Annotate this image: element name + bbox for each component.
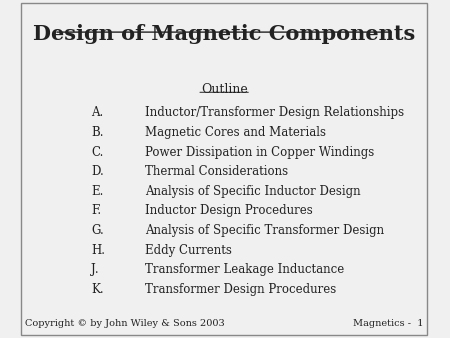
Text: Thermal Considerations: Thermal Considerations [145, 165, 288, 178]
Text: K.: K. [91, 283, 104, 296]
Text: G.: G. [91, 224, 104, 237]
Text: Power Dissipation in Copper Windings: Power Dissipation in Copper Windings [145, 146, 374, 159]
Text: F.: F. [91, 204, 102, 217]
Text: Inductor Design Procedures: Inductor Design Procedures [145, 204, 313, 217]
Text: Analysis of Specific Transformer Design: Analysis of Specific Transformer Design [145, 224, 384, 237]
Text: D.: D. [91, 165, 104, 178]
Text: J.: J. [91, 263, 99, 276]
Text: B.: B. [91, 126, 104, 139]
Text: A.: A. [91, 106, 104, 119]
Text: C.: C. [91, 146, 104, 159]
Text: Inductor/Transformer Design Relationships: Inductor/Transformer Design Relationship… [145, 106, 405, 119]
Text: Copyright © by John Wiley & Sons 2003: Copyright © by John Wiley & Sons 2003 [25, 319, 225, 328]
Text: Eddy Currents: Eddy Currents [145, 244, 232, 257]
Text: Magnetic Cores and Materials: Magnetic Cores and Materials [145, 126, 326, 139]
Text: Magnetics -  1: Magnetics - 1 [353, 319, 423, 328]
Text: Design of Magnetic Components: Design of Magnetic Components [33, 24, 415, 44]
Text: Transformer Leakage Inductance: Transformer Leakage Inductance [145, 263, 345, 276]
Text: H.: H. [91, 244, 105, 257]
Text: Transformer Design Procedures: Transformer Design Procedures [145, 283, 337, 296]
Text: E.: E. [91, 185, 104, 198]
Text: Analysis of Specific Inductor Design: Analysis of Specific Inductor Design [145, 185, 361, 198]
Text: Outline: Outline [201, 83, 248, 96]
